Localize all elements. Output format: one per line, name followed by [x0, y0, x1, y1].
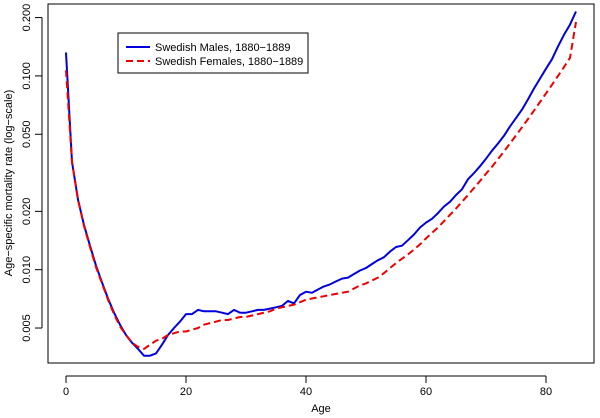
y-tick-label: 0.050: [21, 120, 33, 148]
y-tick-label: 0.200: [21, 4, 33, 32]
y-tick-label: 0.005: [21, 314, 33, 342]
x-tick-label: 60: [420, 386, 432, 398]
legend-label-males: Swedish Males, 1880−1889: [155, 42, 290, 54]
legend-label-females: Swedish Females, 1880−1889: [155, 56, 303, 68]
series-line-males: [65, 11, 577, 357]
y-tick-label: 0.100: [21, 62, 33, 90]
x-tick-label: 40: [300, 386, 312, 398]
x-tick-label: 20: [180, 386, 192, 398]
y-tick-label: 0.010: [21, 256, 33, 284]
legend-box: [117, 32, 309, 74]
legend: Swedish Males, 1880−1889 Swedish Females…: [117, 32, 309, 74]
x-tick-label: 0: [63, 386, 69, 398]
series-line-females: [65, 21, 577, 350]
y-axis-title: Age−specific mortality rate (log−scale): [3, 90, 15, 276]
x-axis: 0 20 40 60 80: [63, 375, 552, 398]
x-axis-title: Age: [311, 403, 331, 415]
y-axis: 0.005 0.010 0.020 0.050 0.100 0.200: [21, 4, 43, 342]
y-tick-label: 0.020: [21, 198, 33, 226]
plot-frame: [47, 3, 595, 364]
series-layer: [65, 11, 577, 357]
x-tick-label: 80: [540, 386, 552, 398]
